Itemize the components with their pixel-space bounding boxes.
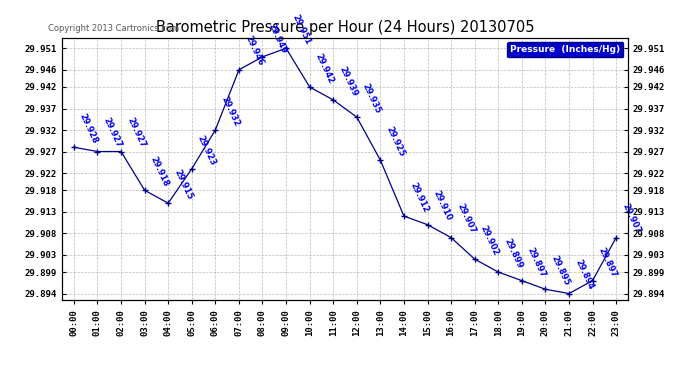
Text: 29.927: 29.927	[101, 116, 124, 149]
Text: 29.918: 29.918	[149, 155, 170, 188]
Text: 29.939: 29.939	[337, 65, 359, 98]
Text: 29.897: 29.897	[526, 246, 548, 279]
Text: 29.951: 29.951	[290, 13, 312, 46]
Text: 29.946: 29.946	[243, 34, 265, 68]
Title: Barometric Pressure per Hour (24 Hours) 20130705: Barometric Pressure per Hour (24 Hours) …	[156, 20, 534, 35]
Text: 29.907: 29.907	[455, 202, 477, 236]
Text: 29.912: 29.912	[408, 181, 430, 214]
Text: 29.895: 29.895	[549, 254, 571, 287]
Text: 29.902: 29.902	[479, 224, 501, 257]
Text: 29.897: 29.897	[597, 246, 618, 279]
Text: 29.928: 29.928	[78, 112, 100, 145]
Text: 29.942: 29.942	[314, 52, 335, 85]
Text: 29.899: 29.899	[502, 237, 524, 270]
Text: 29.910: 29.910	[432, 189, 453, 222]
Text: 29.927: 29.927	[125, 116, 147, 149]
Text: 29.923: 29.923	[196, 134, 218, 166]
Text: 29.907: 29.907	[620, 202, 642, 236]
Text: Copyright 2013 Cartronics.com: Copyright 2013 Cartronics.com	[48, 24, 179, 33]
Legend: Pressure  (Inches/Hg): Pressure (Inches/Hg)	[507, 42, 623, 57]
Text: 29.925: 29.925	[384, 125, 406, 158]
Text: 29.935: 29.935	[361, 82, 383, 115]
Text: 29.894: 29.894	[573, 258, 595, 291]
Text: 29.915: 29.915	[172, 168, 194, 201]
Text: 29.949: 29.949	[266, 22, 288, 55]
Text: 29.932: 29.932	[219, 95, 242, 128]
